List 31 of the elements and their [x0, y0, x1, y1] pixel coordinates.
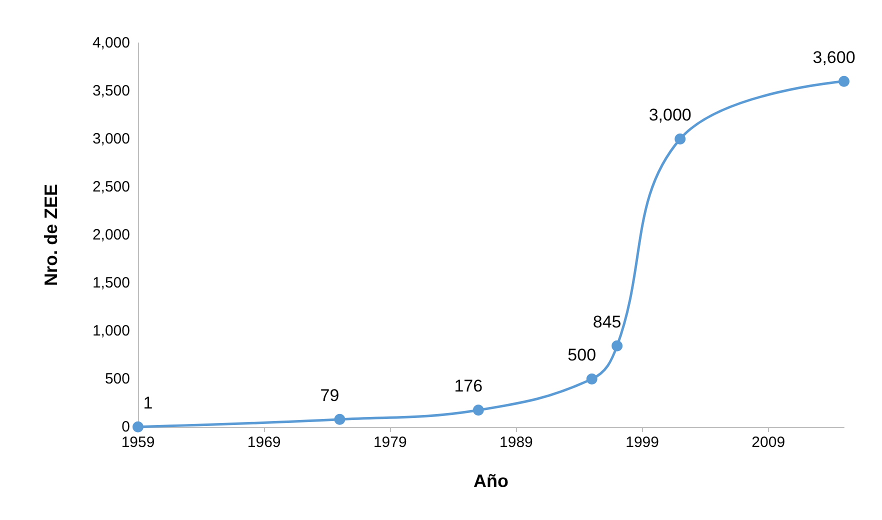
- point: [472, 404, 484, 416]
- y-tick-label: 0: [122, 418, 130, 436]
- x-tick-label: 1959: [121, 434, 155, 451]
- y-tick-label: 4,000: [92, 34, 130, 52]
- point: [334, 414, 346, 425]
- x-tick-label: 1989: [500, 434, 533, 451]
- y-tick-label: 2,000: [92, 226, 130, 244]
- y-tick-label: 2,500: [92, 178, 130, 196]
- data-label: 3,000: [648, 106, 692, 124]
- x-tick-label: 1999: [626, 434, 659, 451]
- point: [132, 421, 144, 432]
- y-tick-label: 3,500: [92, 82, 130, 100]
- x-tick-label: 1969: [247, 434, 281, 451]
- data-label: 3,600: [812, 48, 856, 67]
- point: [838, 76, 850, 87]
- y-tick-label: 1,500: [92, 274, 130, 292]
- data-label: 845: [592, 312, 622, 332]
- data-label: 79: [320, 386, 340, 405]
- y-tick-label: 1,000: [92, 322, 130, 340]
- data-label: 176: [454, 376, 483, 396]
- point: [586, 374, 598, 384]
- point: [612, 340, 623, 352]
- data-label: 500: [568, 346, 596, 364]
- x-tick-label: 2009: [752, 434, 786, 451]
- point: [674, 134, 686, 144]
- y-tick-label: 3,000: [92, 130, 130, 148]
- x-axis-title: Año: [474, 471, 508, 491]
- y-axis-title: Nro. de ZEE: [41, 184, 61, 286]
- x-tick-label: 1979: [373, 434, 407, 451]
- y-tick-label: 500: [104, 370, 130, 388]
- data-label: 1: [143, 393, 153, 412]
